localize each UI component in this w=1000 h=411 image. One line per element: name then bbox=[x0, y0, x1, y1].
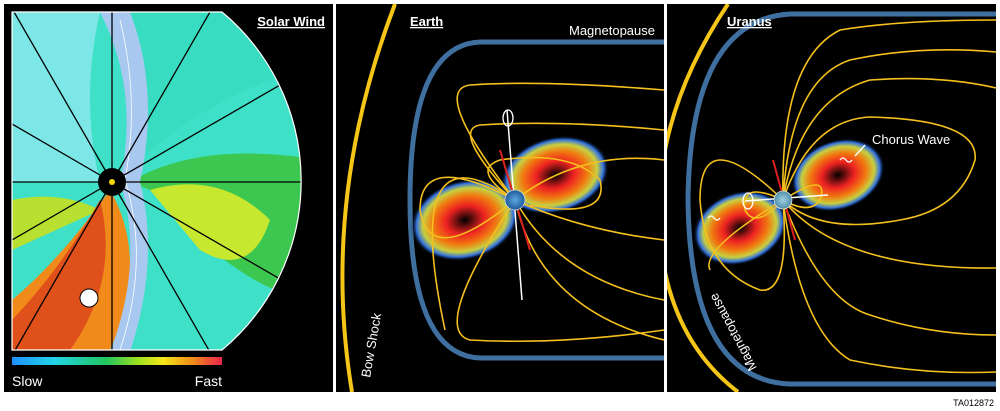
magnetopause bbox=[407, 39, 664, 361]
chorus-pointer-arrow bbox=[854, 144, 866, 157]
sun-icon bbox=[109, 179, 115, 185]
solar-wind-panel: Solar Wind Slow Fast bbox=[4, 4, 333, 392]
magnetopause-label: Magnetopause bbox=[569, 23, 655, 38]
radiation-belt bbox=[410, 178, 520, 262]
uranus-title: Uranus bbox=[727, 14, 772, 29]
earth-planet-icon bbox=[504, 189, 526, 211]
solar-wind-title: Solar Wind bbox=[257, 14, 325, 29]
sector-lines bbox=[12, 12, 302, 350]
chorus-wave-icon bbox=[707, 215, 721, 221]
figure-code: TA012872 bbox=[953, 398, 994, 408]
chorus-wave-label: Chorus Wave bbox=[872, 132, 950, 147]
scale-high-label: Fast bbox=[195, 373, 222, 389]
earth-title: Earth bbox=[410, 14, 443, 29]
radiation-belt bbox=[791, 138, 885, 212]
speed-scale-bar bbox=[12, 357, 222, 365]
solar-wind-speed-map bbox=[12, 12, 302, 350]
bow-shock bbox=[340, 4, 397, 392]
chorus-wave-icon bbox=[839, 157, 853, 163]
uranus-panel: Uranus Chorus Wave Magnetopause bbox=[667, 4, 996, 392]
bow-shock bbox=[667, 4, 740, 392]
uranus-planet-icon bbox=[773, 190, 793, 210]
field-lines bbox=[699, 19, 996, 374]
earth-panel: Earth Magnetopause Bow Shock bbox=[336, 4, 664, 392]
magnetopause bbox=[685, 11, 996, 387]
scale-low-label: Slow bbox=[12, 373, 43, 389]
rotation-arrow-icon bbox=[742, 192, 754, 210]
spacecraft-marker bbox=[79, 288, 99, 308]
rotation-arrow-icon bbox=[502, 109, 514, 127]
